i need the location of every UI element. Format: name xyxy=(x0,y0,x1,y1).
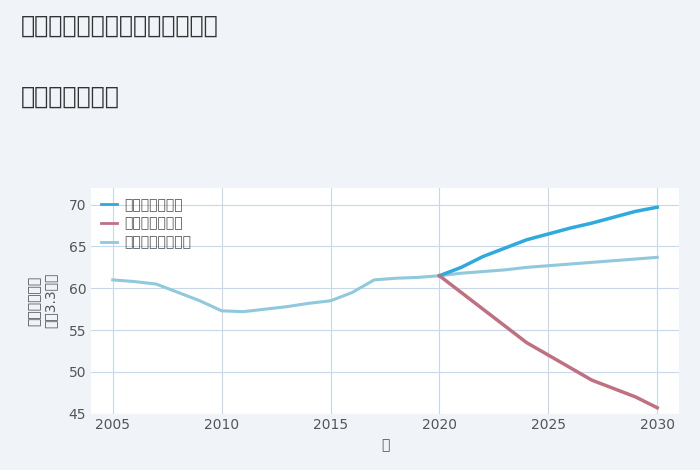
Text: 愛知県名古屋市天白区保呂町の: 愛知県名古屋市天白区保呂町の xyxy=(21,14,218,38)
Text: 土地の価格推移: 土地の価格推移 xyxy=(21,85,120,109)
X-axis label: 年: 年 xyxy=(381,438,389,452)
Y-axis label: 単価（万円）
平（3.3㎡）: 単価（万円） 平（3.3㎡） xyxy=(27,273,57,329)
Legend: グッドシナリオ, バッドシナリオ, ノーマルシナリオ: グッドシナリオ, バッドシナリオ, ノーマルシナリオ xyxy=(98,195,194,252)
